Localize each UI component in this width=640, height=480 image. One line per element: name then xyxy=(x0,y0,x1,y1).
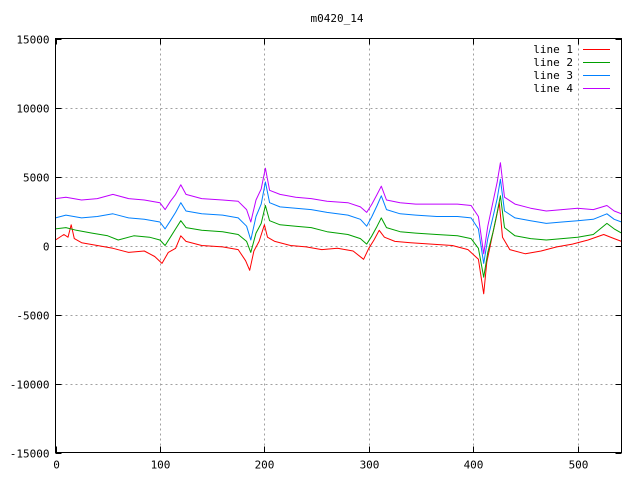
series-lines xyxy=(55,162,622,295)
x-tick-label: 300 xyxy=(360,459,380,472)
y-tick-label: 5000 xyxy=(23,172,50,185)
x-tick-label: 0 xyxy=(53,459,60,472)
legend-label: line 2 xyxy=(533,56,573,69)
y-tick-label: -5000 xyxy=(16,310,49,323)
series-line-4 xyxy=(55,162,622,255)
legend-label: line 1 xyxy=(533,43,573,56)
series-line-2 xyxy=(55,195,622,278)
axis-ticks xyxy=(55,38,622,454)
grid-lines xyxy=(55,38,622,453)
y-tick-label: -10000 xyxy=(10,379,50,392)
x-tick-label: 500 xyxy=(569,459,589,472)
y-tick-label: 15000 xyxy=(16,34,49,47)
series-line-3 xyxy=(55,178,622,264)
x-tick-label: 200 xyxy=(255,459,275,472)
y-axis-tick-labels: -15000 -10000 -5000 0 5000 10000 15000 xyxy=(10,34,50,461)
y-tick-label: 10000 xyxy=(16,103,49,116)
x-tick-label: 400 xyxy=(464,459,484,472)
x-tick-label: 100 xyxy=(151,459,171,472)
y-tick-label: 0 xyxy=(43,241,50,254)
plot-frame xyxy=(55,38,622,453)
legend-label: line 3 xyxy=(533,69,573,82)
chart-title: m0420_14 xyxy=(311,12,364,25)
series-line-1 xyxy=(55,202,622,295)
y-tick-label: -15000 xyxy=(10,448,50,461)
legend-label: line 4 xyxy=(533,82,573,95)
x-axis-tick-labels: 0 100 200 300 400 500 xyxy=(53,459,588,472)
